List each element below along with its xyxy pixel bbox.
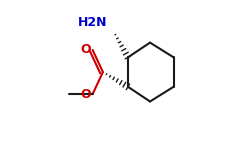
Text: O: O [80,88,90,101]
Text: O: O [80,44,90,56]
Text: H2N: H2N [78,15,107,28]
